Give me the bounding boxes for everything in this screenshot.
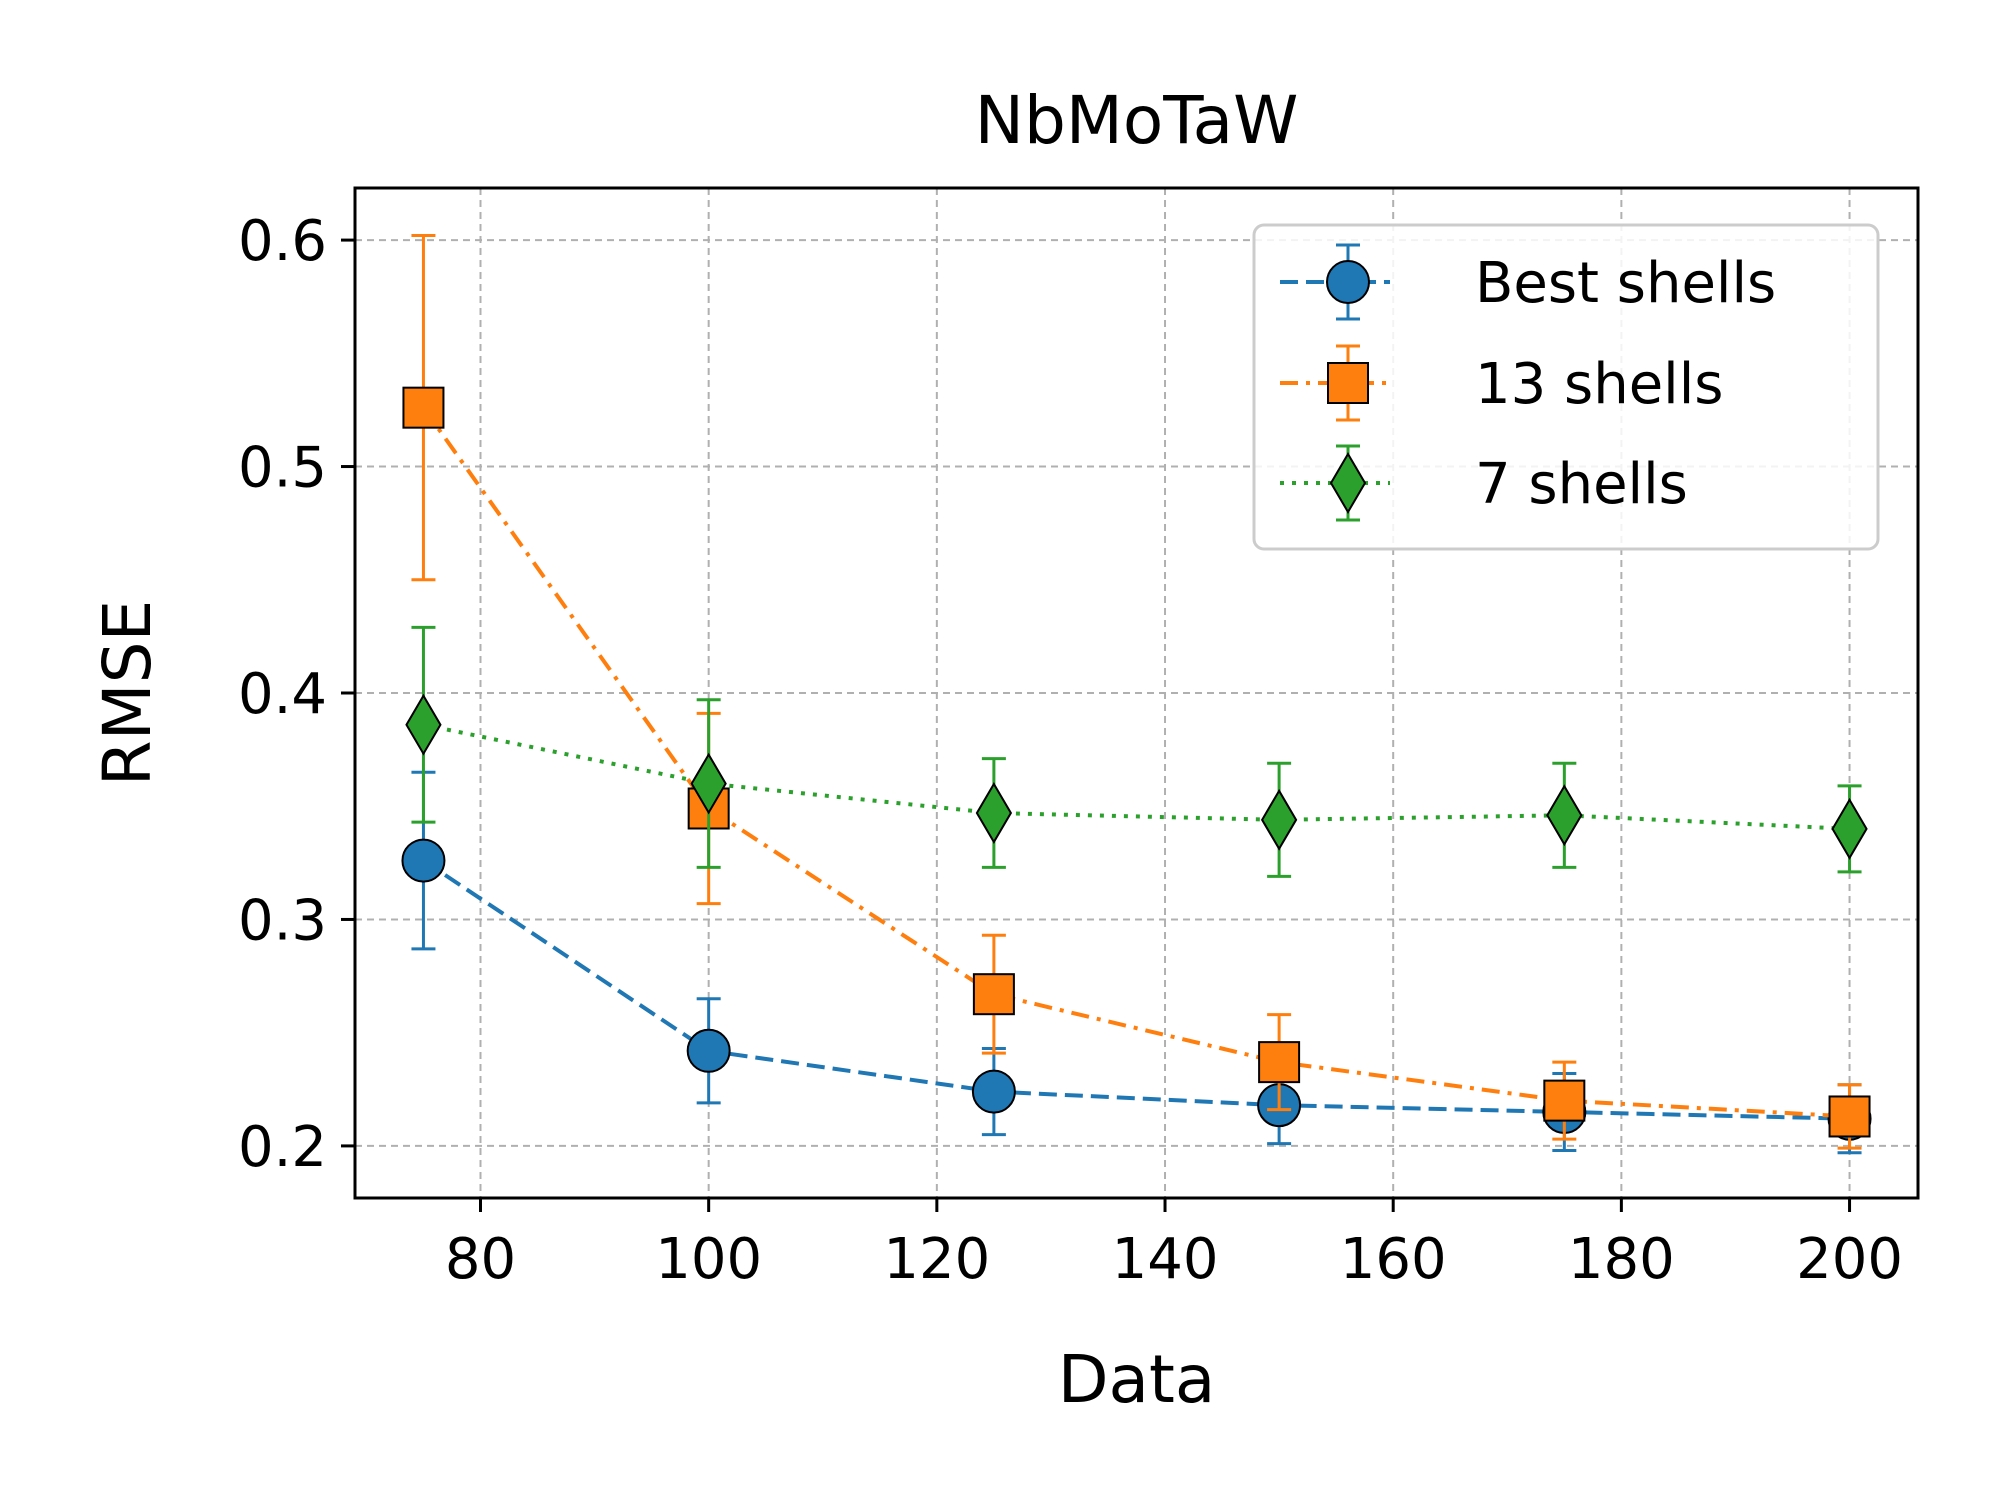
x-tick-label: 100	[655, 1227, 762, 1292]
chart-title: NbMoTaW	[975, 82, 1299, 159]
data-point	[1543, 1079, 1586, 1122]
data-point	[1260, 788, 1298, 851]
data-point	[971, 1069, 1016, 1114]
y-tick-label: 0.4	[238, 662, 327, 727]
data-point	[405, 693, 442, 756]
legend-label: Best shells	[1475, 251, 1776, 316]
legend-entry-7-shells: 7 shells	[1280, 444, 1688, 522]
x-tick-label: 80	[445, 1227, 516, 1292]
legend-label: 13 shells	[1475, 352, 1723, 417]
series-line	[422, 858, 1850, 1121]
data-point	[1831, 797, 1868, 860]
legend-marker	[1329, 452, 1367, 514]
data-point	[1546, 784, 1583, 847]
data-point	[401, 838, 446, 883]
y-tick-label: 0.5	[238, 436, 327, 501]
legend-marker	[1326, 260, 1370, 304]
data-point	[690, 752, 727, 815]
data-point	[972, 973, 1015, 1016]
series-line	[421, 406, 1850, 1119]
y-tick-label: 0.6	[238, 209, 327, 274]
data-point	[1258, 1041, 1301, 1084]
x-tick-label: 140	[1112, 1227, 1219, 1292]
legend-entry-best-shells: Best shells	[1280, 243, 1776, 321]
y-axis-label: RMSE	[89, 600, 166, 786]
series-layer	[401, 234, 1872, 1155]
data-point	[402, 386, 445, 429]
series-line	[423, 722, 1850, 831]
data-point	[686, 1028, 731, 1073]
y-tick-label: 0.2	[238, 1115, 327, 1180]
legend: Best shells 13 shells 7 shells	[1252, 223, 1880, 551]
x-tick-label: 180	[1568, 1227, 1675, 1292]
data-point	[1828, 1095, 1871, 1138]
legend-label: 7 shells	[1475, 452, 1688, 517]
axis-ticks: 80 100 120 140 160 180 200 0.2 0.3 0.4 0.5 0.6	[238, 209, 1903, 1292]
x-tick-label: 160	[1340, 1227, 1447, 1292]
x-axis-label: Data	[1058, 1341, 1216, 1418]
legend-entry-13-shells: 13 shells	[1280, 344, 1723, 422]
legend-marker	[1327, 362, 1369, 404]
x-tick-label: 200	[1796, 1227, 1903, 1292]
series-7-shells	[405, 625, 1868, 878]
x-tick-label: 120	[883, 1227, 990, 1292]
y-tick-label: 0.3	[238, 888, 327, 953]
data-point	[975, 782, 1013, 844]
legend-box	[1252, 223, 1880, 551]
